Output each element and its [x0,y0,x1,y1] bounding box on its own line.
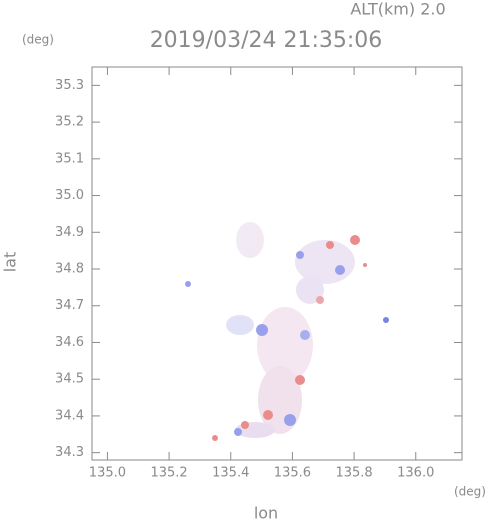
x-axis-label: lon [254,504,278,521]
chart-title: 2019/03/24 21:35:06 [150,28,383,53]
y-tick-label: 34.3 [55,445,84,460]
y-tick-label: 34.4 [55,408,84,423]
y-tick-label: 34.6 [55,335,84,350]
x-tick-label: 135.2 [150,466,187,481]
y-tick-label: 34.9 [55,225,84,240]
y-tick-label: 34.8 [55,262,84,277]
echo-field [185,222,389,441]
x-tick-label: 135.6 [274,466,311,481]
y-tick-label: 35.2 [55,115,84,130]
y-tick-label: 34.7 [55,298,84,313]
x-tick-label: 135.8 [335,466,372,481]
y-tick-label: 35.1 [55,151,84,166]
y-unit: (deg) [22,33,54,47]
y-axis-label: lat [1,252,20,273]
x-unit: (deg) [454,485,486,499]
x-tick-label: 135.4 [212,466,249,481]
altitude-label: ALT(km) 2.0 [350,0,445,19]
y-tick-label: 35.0 [55,188,84,203]
x-tick-label: 136.0 [397,466,434,481]
x-tick-label: 135.0 [89,466,126,481]
y-tick-label: 34.5 [55,372,84,387]
y-tick-label: 35.3 [55,78,84,93]
plot-frame [91,66,463,461]
